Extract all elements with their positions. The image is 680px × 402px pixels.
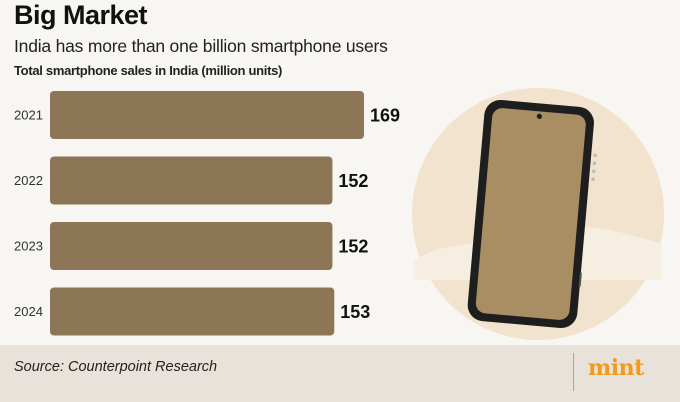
category-label: 2024 [14,304,43,319]
source-note: Source: Counterpoint Research [14,359,217,375]
bar-chart: 2021 169 2022 152 2023 152 2024 153 [0,0,680,345]
bars-group: 2021 169 2022 152 2023 152 2024 153 [14,91,400,336]
bar-2023 [50,222,332,270]
brand-divider [573,353,574,391]
footer: Source: Counterpoint Research mint [0,345,680,402]
value-label: 169 [370,106,400,126]
phone-screen [475,107,587,320]
value-label: 153 [340,302,370,322]
bar-2024 [50,288,334,336]
bar-2022 [50,157,332,205]
bar-2021 [50,91,364,139]
mint-logo: mint [588,355,644,381]
value-label: 152 [338,237,368,257]
value-label: 152 [338,171,368,191]
category-label: 2021 [14,108,43,123]
smartphone-illustration [412,88,664,340]
category-label: 2023 [14,239,43,254]
category-label: 2022 [14,173,43,188]
